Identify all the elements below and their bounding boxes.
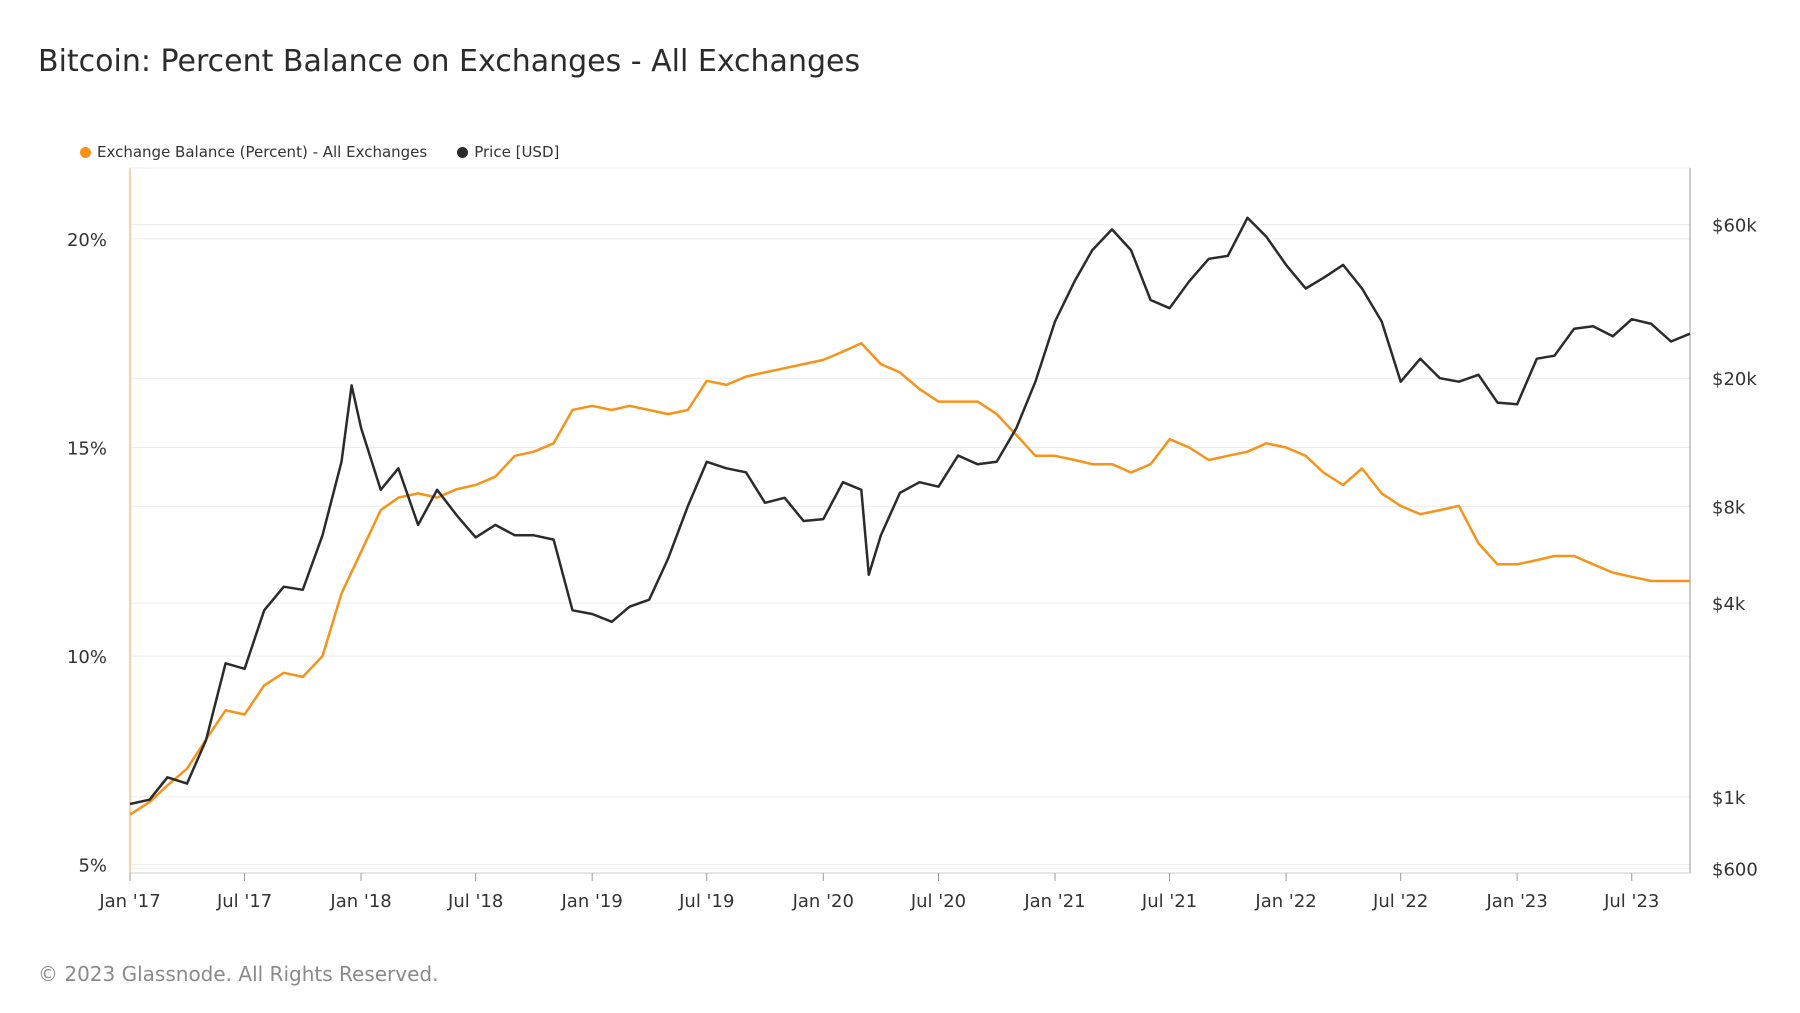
x-tick-label: Jul '21 bbox=[1141, 891, 1197, 912]
x-tick-label: Jul '17 bbox=[216, 891, 272, 912]
y-right-tick-label: $20k bbox=[1712, 369, 1757, 390]
x-tick-label: Jan '20 bbox=[792, 891, 854, 912]
x-tick-label: Jan '19 bbox=[561, 891, 623, 912]
grid-lines bbox=[130, 224, 1690, 869]
y-right-tick-label: $600 bbox=[1712, 859, 1758, 880]
copyright-notice: © 2023 Glassnode. All Rights Reserved. bbox=[38, 962, 439, 986]
x-tick-label: Jan '17 bbox=[98, 891, 160, 912]
y-right-tick-label: $8k bbox=[1712, 497, 1746, 518]
series-lines bbox=[129, 216, 1691, 816]
y-right-tick-label: $1k bbox=[1712, 788, 1746, 809]
y-left-tick-label: 10% bbox=[67, 647, 107, 668]
y-left-tick-label: 5% bbox=[78, 856, 107, 877]
x-tick-label: Jul '18 bbox=[447, 891, 503, 912]
legend: Exchange Balance (Percent) - All Exchang… bbox=[80, 143, 559, 161]
x-tick-label: Jan '22 bbox=[1254, 891, 1316, 912]
y-left-tick-label: 15% bbox=[67, 438, 107, 459]
legend-swatch-balance bbox=[80, 146, 91, 158]
x-tick-label: Jan '18 bbox=[329, 891, 391, 912]
y-left-tick-label: 20% bbox=[67, 230, 107, 251]
x-tick-label: Jul '23 bbox=[1603, 891, 1659, 912]
y-right-axis-ticks: $600 $1k $4k $8k $20k $60k bbox=[1712, 216, 1758, 881]
chart-title: Bitcoin: Percent Balance on Exchanges - … bbox=[38, 44, 861, 79]
legend-swatch-price bbox=[457, 146, 469, 158]
axes bbox=[129, 167, 1691, 874]
legend-item-balance[interactable]: Exchange Balance (Percent) - All Exchang… bbox=[80, 143, 427, 161]
legend-item-price[interactable]: Price [USD] bbox=[457, 143, 559, 161]
legend-label-price: Price [USD] bbox=[474, 143, 560, 161]
y-right-tick-label: $4k bbox=[1712, 594, 1746, 615]
x-tick-label: Jul '20 bbox=[910, 891, 966, 912]
x-tick-label: Jan '21 bbox=[1023, 891, 1085, 912]
x-tick-label: Jul '19 bbox=[678, 891, 734, 912]
x-axis-ticks: Jan '17 Jul '17 Jan '18 Jul '18 Jan '19 Jul '… bbox=[98, 873, 1659, 912]
x-tick-label: Jul '22 bbox=[1372, 891, 1428, 912]
series-line-exchange-balance bbox=[129, 341, 1690, 816]
legend-label-balance: Exchange Balance (Percent) - All Exchang… bbox=[97, 143, 428, 161]
y-left-axis-ticks: 5% 10% 15% 20% bbox=[67, 230, 107, 877]
series-line-price bbox=[129, 216, 1691, 806]
x-tick-label: Jan '23 bbox=[1485, 891, 1547, 912]
y-right-tick-label: $60k bbox=[1712, 216, 1757, 237]
